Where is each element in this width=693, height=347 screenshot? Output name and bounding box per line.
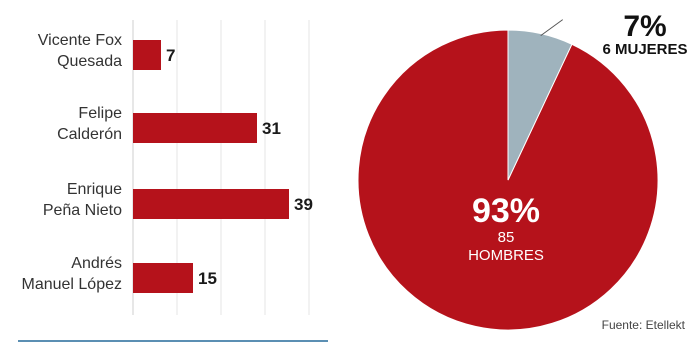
category-label: Enrique	[67, 181, 122, 198]
category-label: Peña Nieto	[43, 202, 122, 219]
source-note: Fuente: Etellekt	[601, 318, 685, 332]
bar	[133, 189, 289, 219]
category-label: Manuel López	[21, 276, 122, 293]
leader-line	[540, 19, 564, 37]
bar	[133, 113, 257, 143]
bottom-rule	[18, 340, 328, 342]
bar-value-label: 7	[166, 46, 175, 65]
pie-label-percent: 93%	[472, 192, 540, 230]
pie-slice	[507, 29, 573, 181]
pie-label-group: 6 MUJERES	[602, 41, 687, 58]
bar	[133, 40, 161, 70]
pie-label-count: 85	[498, 229, 515, 246]
pie-label-percent: 7%	[623, 10, 666, 43]
bar	[133, 263, 193, 293]
category-label: Calderón	[57, 126, 122, 143]
bar-value-label: 39	[294, 195, 313, 214]
category-label: Felipe	[78, 105, 122, 122]
category-label: Andrés	[71, 255, 122, 272]
bar-chart: 7 Vicente Fox Quesada 31 Felipe Calderón 39 Enr…	[21, 20, 313, 315]
pie-label-group: HOMBRES	[468, 247, 544, 264]
category-label: Quesada	[57, 53, 122, 70]
category-label: Vicente Fox	[38, 32, 122, 49]
bar-value-label: 15	[198, 269, 217, 288]
bar-value-label: 31	[262, 119, 281, 138]
